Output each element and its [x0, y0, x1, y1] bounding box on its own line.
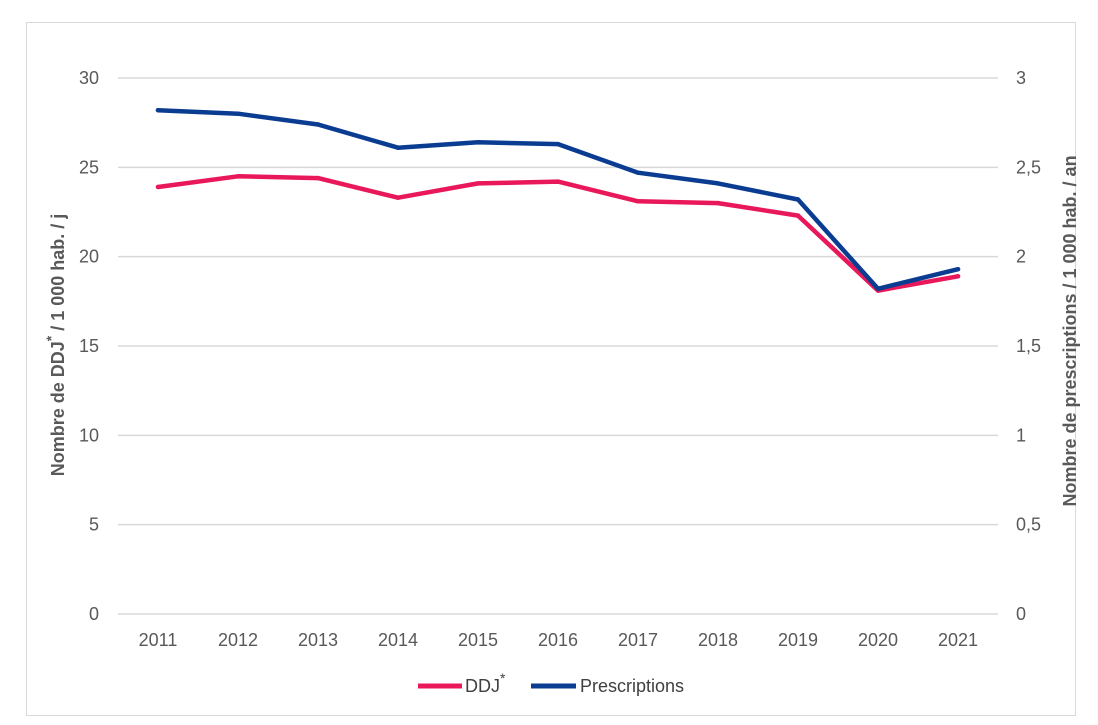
x-axis-ticks: 2011 2012 2013 2014 2015 2016 2017 2018 2019 2020… — [139, 630, 978, 650]
data-point-prescriptions — [955, 266, 961, 272]
right-axis-title: Nombre de prescriptions / 1 000 hab. / a… — [1060, 155, 1080, 506]
x-tick-label: 2019 — [778, 630, 818, 650]
data-point-ddj — [795, 213, 801, 218]
data-point-prescriptions — [315, 122, 321, 127]
left-tick-label: 5 — [89, 515, 99, 535]
x-tick-label: 2020 — [858, 630, 898, 650]
left-tick-label: 0 — [89, 604, 99, 624]
left-tick-label: 25 — [79, 157, 99, 177]
x-tick-label: 2013 — [298, 630, 338, 650]
data-point-ddj — [155, 184, 161, 190]
data-point-prescriptions — [635, 170, 641, 175]
x-tick-label: 2014 — [378, 630, 418, 650]
left-tick-label: 20 — [79, 247, 99, 267]
data-point-prescriptions — [555, 141, 561, 147]
x-tick-label: 2021 — [938, 630, 978, 650]
legend-ddj-label: DDJ* — [465, 670, 506, 696]
data-point-prescriptions — [475, 140, 481, 145]
right-tick-label: 0,5 — [1016, 515, 1041, 535]
right-tick-label: 3 — [1016, 68, 1026, 88]
right-tick-label: 1,5 — [1016, 336, 1041, 356]
x-tick-label: 2018 — [698, 630, 738, 650]
legend: DDJ* Prescriptions — [418, 670, 684, 696]
left-axis-title: Nombre de DDJ* / 1 000 hab. / j — [43, 214, 68, 477]
data-point-ddj — [715, 200, 721, 206]
right-tick-label: 1 — [1016, 425, 1026, 445]
x-tick-label: 2012 — [218, 630, 258, 650]
x-tick-label: 2017 — [618, 630, 658, 650]
x-tick-label: 2015 — [458, 630, 498, 650]
data-point-ddj — [475, 181, 481, 186]
data-point-ddj — [955, 274, 961, 279]
data-point-prescriptions — [155, 107, 161, 113]
data-point-ddj — [315, 175, 321, 181]
data-point-ddj — [235, 174, 241, 179]
x-tick-label: 2011 — [139, 630, 178, 650]
data-point-prescriptions — [875, 286, 881, 292]
data-point-prescriptions — [395, 145, 401, 150]
data-point-ddj — [395, 195, 401, 200]
series-line-prescriptions — [155, 107, 961, 292]
right-tick-label: 2 — [1016, 247, 1026, 267]
left-tick-label: 10 — [79, 425, 99, 445]
data-point-ddj — [555, 179, 561, 184]
data-point-prescriptions — [795, 197, 801, 202]
right-tick-label: 0 — [1016, 604, 1026, 624]
data-point-prescriptions — [235, 111, 241, 116]
data-point-prescriptions — [715, 181, 721, 186]
series-line-ddj — [155, 174, 961, 293]
right-tick-label: 2,5 — [1016, 157, 1041, 177]
legend-prescriptions-label: Prescriptions — [580, 676, 684, 696]
series-lines — [155, 107, 961, 293]
chart-frame — [26, 22, 1076, 716]
left-tick-label: 15 — [79, 336, 99, 356]
gridlines — [118, 77, 998, 615]
left-tick-label: 30 — [79, 68, 99, 88]
x-tick-label: 2016 — [538, 630, 578, 650]
right-axis-ticks: 0 0,5 1 1,5 2 2,5 3 — [1016, 68, 1041, 624]
left-axis-ticks: 0 5 10 15 20 25 30 — [79, 68, 99, 624]
data-point-ddj — [635, 199, 641, 204]
